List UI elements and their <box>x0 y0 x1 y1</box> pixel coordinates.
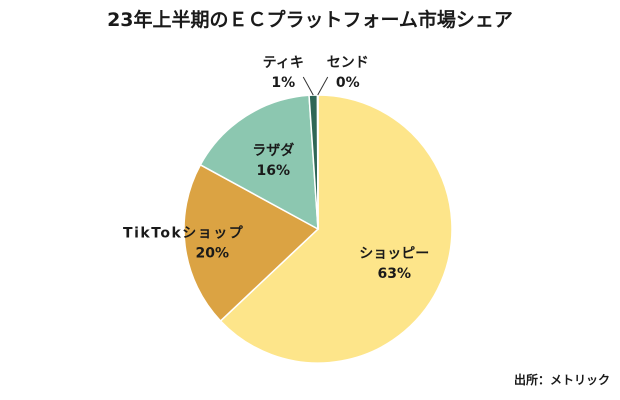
slice-label-name-1: TikTokショップ <box>123 225 244 241</box>
slice-labels: ショッピー 63% TikTokショップ 20% ラザダ 16% ティキ 1% センド 0% <box>123 55 429 282</box>
chart-title: 23年上半期のＥＣプラットフォーム市場シェア <box>107 8 513 31</box>
source-note: 出所：メトリック <box>514 372 610 387</box>
pie-slice-4 <box>316 94 319 230</box>
slice-label-value-3: 1% <box>271 75 295 91</box>
slice-label-value-1: 20% <box>196 245 230 261</box>
slice-label-value-0: 63% <box>378 266 412 282</box>
slice-label-name-0: ショッピー <box>359 246 429 262</box>
pie-slice-1 <box>183 163 320 323</box>
slice-label-value-4: 0% <box>336 75 360 91</box>
slice-label-name-4: センド <box>327 55 369 71</box>
leader-lines <box>302 76 329 96</box>
slice-label-value-2: 16% <box>256 163 290 179</box>
leader-line-4 <box>317 76 329 96</box>
slice-label-name-2: ラザダ <box>252 142 294 159</box>
slice-label-name-3: ティキ <box>263 55 304 71</box>
leader-line-3 <box>302 76 314 96</box>
pie-slices <box>183 94 453 364</box>
pie-slice-2 <box>199 94 319 231</box>
pie-slice-0 <box>219 94 453 364</box>
